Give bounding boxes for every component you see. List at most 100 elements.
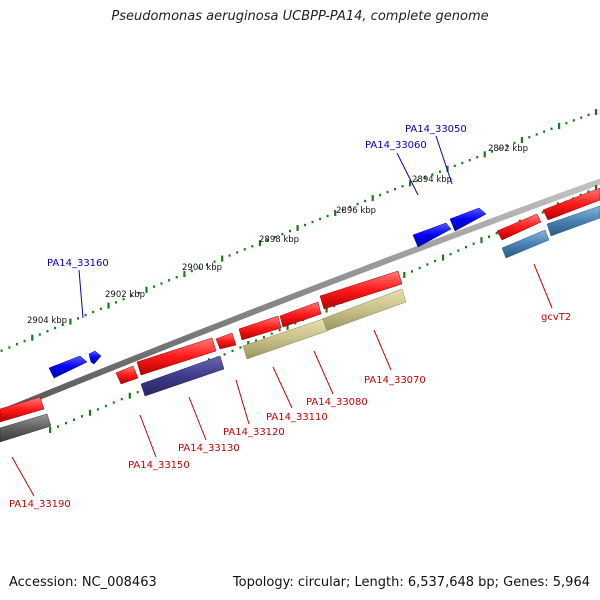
inner-track-minor-tick (278, 329, 281, 332)
gene-labels: PA14_33050 PA14_33060 PA14_33160 gcvT2 P… (9, 124, 571, 510)
outer-track-minor-tick (228, 254, 231, 257)
cds-bar-steelblue[interactable] (546, 205, 600, 237)
outer-track-minor-tick (431, 173, 434, 176)
outer-track-major-tick (31, 334, 34, 341)
inner-track-minor-tick (333, 304, 336, 308)
outer-track-minor-tick (8, 346, 11, 349)
reverse-genes (0, 187, 600, 423)
leader-line (235, 379, 250, 425)
outer-track-major-tick (483, 151, 486, 158)
inner-track-minor-tick (120, 397, 123, 401)
outer-track-minor-tick (198, 266, 201, 270)
outer-track-minor-tick (122, 298, 125, 301)
outer-track-minor-tick (565, 122, 568, 125)
gene-arrow-forward[interactable] (88, 350, 102, 365)
gene-label-PA14_33150[interactable]: PA14_33150 (128, 460, 190, 471)
gene-arrow-reverse[interactable] (0, 396, 45, 423)
gene-label-PA14_33070[interactable]: PA14_33070 (364, 375, 426, 386)
outer-track-minor-tick (453, 164, 456, 168)
gene-label-PA14_33050[interactable]: PA14_33050 (405, 124, 467, 135)
outer-track-minor-tick (153, 285, 155, 288)
outer-track-minor-tick (587, 113, 590, 116)
gene-arrow-reverse[interactable] (319, 270, 403, 310)
inner-track-major-tick (49, 427, 52, 433)
leader-line (188, 396, 207, 441)
cds-bar-purple[interactable] (140, 355, 225, 397)
coordinate-label-2898: 2898 kbp (259, 235, 299, 245)
outer-track-major-tick (69, 318, 72, 325)
outer-track-major-tick (258, 240, 261, 247)
inner-track-minor-tick (255, 339, 258, 342)
outer-track-minor-tick (168, 279, 171, 282)
gene-label-PA14_33060[interactable]: PA14_33060 (365, 140, 427, 151)
gene-arrow-forward[interactable] (412, 222, 452, 248)
coordinate-label-2902: 2902 kbp (105, 290, 145, 300)
gene-arrow-reverse[interactable] (215, 332, 237, 350)
outer-track-minor-tick (61, 323, 64, 326)
outer-track-minor-tick (513, 141, 516, 145)
outer-track-minor-tick (326, 214, 329, 218)
gene-arrow-reverse[interactable] (496, 213, 542, 241)
outer-track-minor-tick (15, 343, 18, 346)
outer-track-minor-tick (550, 127, 553, 130)
inner-track-major-tick (325, 306, 328, 313)
outer-track-major-tick (221, 255, 224, 262)
inner-track-minor-tick (104, 404, 107, 408)
outer-track-minor-tick (77, 317, 79, 320)
outer-track-minor-tick (84, 313, 87, 317)
gene-label-PA14_33120[interactable]: PA14_33120 (223, 427, 285, 438)
inner-track-major-tick (88, 409, 92, 416)
outer-track-minor-tick (379, 193, 382, 197)
inner-track-minor-tick (434, 259, 437, 263)
outer-track-minor-tick (251, 245, 254, 248)
outer-track-minor-tick (572, 119, 575, 122)
inner-track-minor-tick (587, 190, 590, 193)
outer-track-minor-tick (175, 276, 178, 279)
gene-arrow-forward[interactable] (48, 355, 88, 379)
gene-label-PA14_33110[interactable]: PA14_33110 (266, 412, 328, 423)
gene-arrow-reverse[interactable] (542, 187, 600, 221)
leader-line (272, 366, 293, 409)
inner-track-minor-tick (231, 349, 234, 353)
gene-label-gcvT2[interactable]: gcvT2 (541, 312, 571, 323)
gene-arrow-reverse[interactable] (238, 315, 282, 341)
cds-bar-gray[interactable] (0, 413, 52, 443)
outer-track-minor-tick (99, 307, 102, 310)
outer-track-minor-tick (319, 217, 322, 221)
outer-track-major-tick (183, 271, 186, 278)
accession-text: Accession: NC_008463 (9, 575, 157, 590)
gene-label-PA14_33160[interactable]: PA14_33160 (47, 258, 109, 269)
outer-track-minor-tick (468, 158, 471, 162)
outer-track-minor-tick (130, 294, 133, 298)
outer-track-minor-tick (498, 147, 501, 150)
outer-track-major-tick (107, 302, 110, 309)
inner-track-minor-tick (488, 235, 490, 238)
outer-track-minor-tick (543, 130, 546, 133)
outer-track-major-tick (558, 123, 561, 129)
outer-track-minor-tick (213, 260, 216, 263)
gene-label-PA14_33130[interactable]: PA14_33130 (178, 443, 240, 454)
gene-label-PA14_33190[interactable]: PA14_33190 (9, 499, 71, 510)
outer-track-major-tick (409, 180, 412, 187)
inner-track-minor-tick (411, 270, 413, 273)
outer-track-minor-tick (356, 202, 359, 206)
gene-arrow-reverse[interactable] (279, 301, 322, 328)
gene-arrow-reverse[interactable] (136, 337, 217, 376)
outer-track-minor-tick (528, 136, 531, 139)
outer-track-minor-tick (304, 223, 306, 227)
outer-track-minor-tick (341, 208, 344, 212)
outer-track-minor-tick (424, 176, 426, 179)
cds-bar-khaki[interactable] (242, 318, 328, 360)
cds-bar-steelblue[interactable] (501, 229, 550, 259)
outer-track-minor-tick (438, 170, 441, 173)
gene-arrow-forward[interactable] (449, 207, 487, 232)
outer-track-major-tick (371, 195, 374, 202)
gene-arrow-reverse[interactable] (115, 365, 139, 385)
coordinate-label-2896: 2896 kbp (336, 206, 376, 216)
outer-track-minor-tick (289, 229, 291, 233)
outer-track-minor-tick (281, 232, 284, 236)
gene-label-PA14_33080[interactable]: PA14_33080 (306, 397, 368, 408)
outer-tick-track (0, 109, 598, 352)
inner-track-minor-tick (472, 242, 475, 245)
outer-track-minor-tick (535, 133, 538, 136)
